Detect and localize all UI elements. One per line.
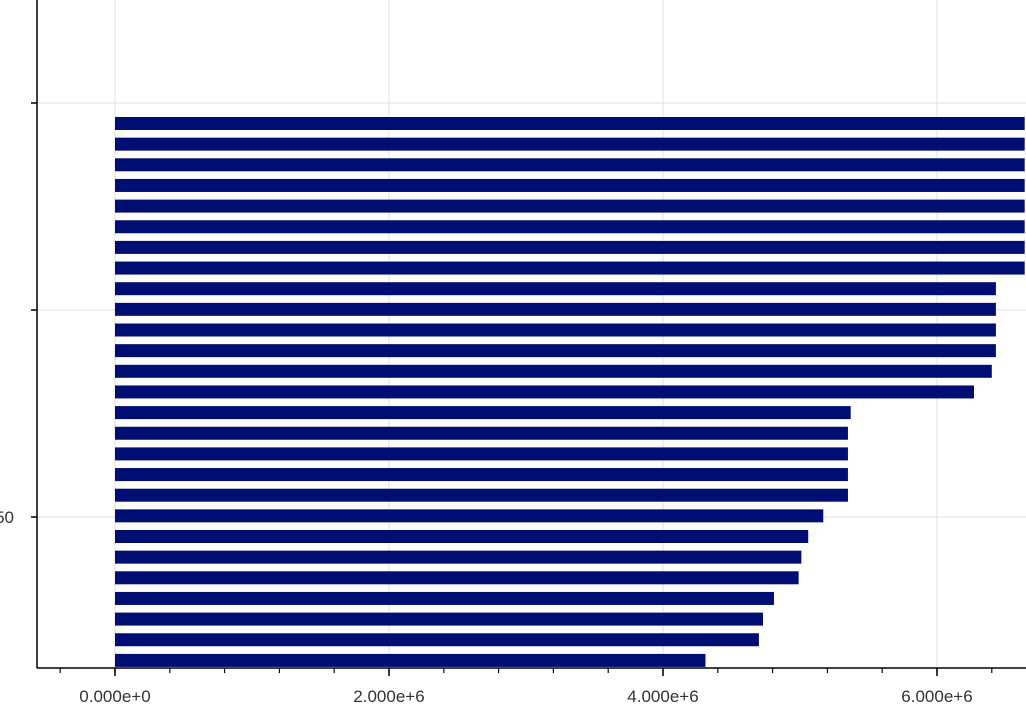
bar xyxy=(115,426,848,440)
axis-layer xyxy=(36,0,1026,669)
tick-layer: 0.000e+0 2.000e+6 4.000e+6 6.000e+6 50 xyxy=(0,102,993,706)
bar xyxy=(115,158,1025,172)
bar xyxy=(115,364,992,378)
bar xyxy=(115,323,996,337)
bar xyxy=(115,240,1025,254)
bar xyxy=(115,550,802,564)
bar xyxy=(115,633,759,647)
bar xyxy=(115,220,1025,234)
bar xyxy=(115,612,764,626)
bar xyxy=(115,344,996,358)
bar xyxy=(115,199,1025,213)
x-tick-label: 2.000e+6 xyxy=(353,687,424,706)
bar xyxy=(115,385,974,399)
bar xyxy=(115,261,1025,275)
bar xyxy=(115,282,996,296)
bar xyxy=(115,488,848,502)
bar xyxy=(115,571,799,585)
bar xyxy=(115,653,706,667)
x-tick-label: 6.000e+6 xyxy=(901,687,972,706)
bar xyxy=(115,591,774,605)
bar xyxy=(115,137,1025,151)
bar xyxy=(115,302,996,316)
bar xyxy=(115,117,1025,130)
bar-layer xyxy=(115,117,1025,667)
bar xyxy=(115,509,824,523)
bar xyxy=(115,468,848,482)
bar xyxy=(115,447,848,461)
bar xyxy=(115,406,851,420)
y-tick-label: 50 xyxy=(0,508,14,527)
bar xyxy=(115,178,1025,192)
x-tick-label: 0.000e+0 xyxy=(79,687,150,706)
bar xyxy=(115,530,809,543)
x-tick-label: 4.000e+6 xyxy=(627,687,698,706)
